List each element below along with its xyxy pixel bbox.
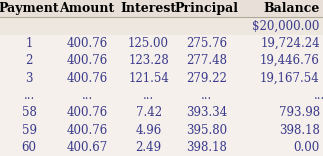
- Bar: [0, 87, 323, 104]
- Text: 279.22: 279.22: [186, 71, 227, 85]
- Text: 125.00: 125.00: [128, 37, 169, 50]
- Text: Amount: Amount: [59, 2, 115, 15]
- Text: 7.42: 7.42: [136, 106, 162, 119]
- Text: 400.76: 400.76: [67, 71, 108, 85]
- Bar: [0, 139, 323, 156]
- Bar: [0, 104, 323, 121]
- Text: ...: ...: [24, 89, 35, 102]
- Bar: [0, 121, 323, 139]
- Bar: [0, 0, 323, 17]
- Bar: [0, 52, 323, 69]
- Text: 2.49: 2.49: [136, 141, 162, 154]
- Text: 123.28: 123.28: [128, 54, 169, 67]
- Text: ...: ...: [201, 89, 212, 102]
- Text: 0.00: 0.00: [294, 141, 320, 154]
- Text: Interest: Interest: [120, 2, 177, 15]
- Text: ...: ...: [314, 89, 323, 102]
- Text: 400.76: 400.76: [67, 37, 108, 50]
- Bar: [0, 69, 323, 87]
- Text: 398.18: 398.18: [186, 141, 227, 154]
- Text: 60: 60: [22, 141, 36, 154]
- Text: ...: ...: [143, 89, 154, 102]
- Bar: [0, 17, 323, 35]
- Text: 793.98: 793.98: [279, 106, 320, 119]
- Text: 275.76: 275.76: [186, 37, 227, 50]
- Text: 4.96: 4.96: [135, 124, 162, 136]
- Text: 395.80: 395.80: [186, 124, 227, 136]
- Text: 1: 1: [26, 37, 33, 50]
- Text: 398.18: 398.18: [279, 124, 320, 136]
- Text: Payment: Payment: [0, 2, 59, 15]
- Text: 19,446.76: 19,446.76: [260, 54, 320, 67]
- Bar: [0, 35, 323, 52]
- Text: Principal: Principal: [175, 2, 239, 15]
- Text: $20,000.00: $20,000.00: [252, 20, 320, 32]
- Text: ...: ...: [82, 89, 93, 102]
- Text: 393.34: 393.34: [186, 106, 227, 119]
- Text: 59: 59: [22, 124, 36, 136]
- Text: 3: 3: [25, 71, 33, 85]
- Text: 400.67: 400.67: [67, 141, 108, 154]
- Text: 2: 2: [26, 54, 33, 67]
- Text: 19,724.24: 19,724.24: [260, 37, 320, 50]
- Text: 400.76: 400.76: [67, 54, 108, 67]
- Text: 121.54: 121.54: [128, 71, 169, 85]
- Text: Balance: Balance: [263, 2, 320, 15]
- Text: 19,167.54: 19,167.54: [260, 71, 320, 85]
- Text: 58: 58: [22, 106, 36, 119]
- Text: 400.76: 400.76: [67, 124, 108, 136]
- Text: 400.76: 400.76: [67, 106, 108, 119]
- Text: 277.48: 277.48: [186, 54, 227, 67]
